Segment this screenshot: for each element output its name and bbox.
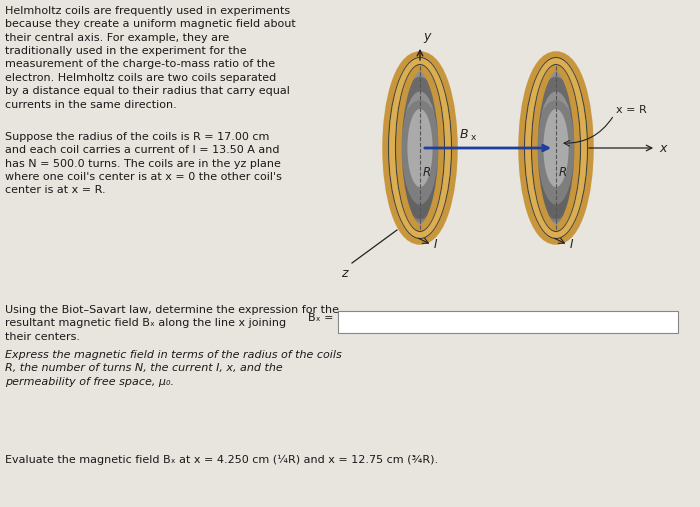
Text: Bₓ =: Bₓ = (308, 313, 333, 323)
Ellipse shape (397, 77, 443, 220)
Text: I: I (570, 238, 573, 251)
Ellipse shape (528, 61, 584, 235)
Text: Evaluate the magnetic field Bₓ at x = 4.250 cm (¼R) and x = 12.75 cm (¾R).: Evaluate the magnetic field Bₓ at x = 4.… (5, 455, 438, 465)
Ellipse shape (538, 91, 574, 204)
Ellipse shape (402, 91, 438, 204)
Ellipse shape (407, 109, 433, 187)
Ellipse shape (532, 100, 580, 222)
Text: y: y (423, 30, 430, 43)
Text: Express the magnetic field in terms of the radius of the coils
R, the number of : Express the magnetic field in terms of t… (5, 350, 342, 387)
Text: x = R: x = R (616, 105, 647, 115)
Ellipse shape (543, 109, 568, 187)
Text: R: R (559, 166, 567, 179)
Ellipse shape (392, 61, 448, 235)
Text: B: B (459, 127, 468, 140)
Text: x: x (471, 133, 477, 142)
Text: Suppose the radius of the coils is R = 17.00 cm
and each coil carries a current : Suppose the radius of the coils is R = 1… (5, 132, 282, 195)
Text: Helmholtz coils are frequently used in experiments
because they create a uniform: Helmholtz coils are frequently used in e… (5, 6, 295, 110)
Text: R: R (423, 166, 431, 179)
Text: x: x (659, 142, 666, 156)
Text: I: I (434, 238, 438, 251)
Ellipse shape (533, 77, 579, 220)
Text: Using the Biot–Savart law, determine the expression for the
resultant magnetic f: Using the Biot–Savart law, determine the… (5, 305, 339, 342)
Text: z: z (342, 267, 348, 280)
Ellipse shape (396, 100, 444, 222)
Bar (338, 311, 678, 333)
